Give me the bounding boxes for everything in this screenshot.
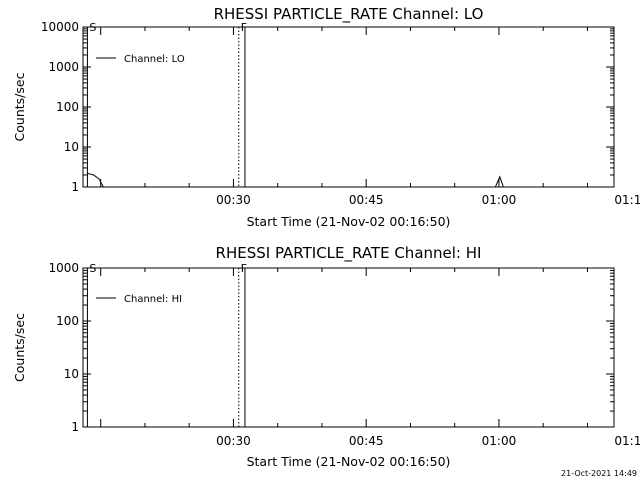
- y-tick-label: 1000: [48, 261, 79, 275]
- y-tick-label: 1: [71, 180, 79, 194]
- y-tick-label: 10: [64, 367, 79, 381]
- x-tick-label: 00:30: [216, 193, 251, 207]
- chart-panel-lo: RHESSI PARTICLE_RATE Channel: LO 1 10 100 10…: [12, 5, 640, 229]
- legend-label: Channel: HI: [124, 294, 182, 305]
- event-marker-label: S: [89, 21, 96, 34]
- x-axis-label: Start Time (21-Nov-02 00:16:50): [247, 214, 451, 229]
- series-line: [87, 172, 104, 187]
- x-tick-label: 01:00: [482, 193, 517, 207]
- event-marker-label: F: [241, 262, 247, 275]
- x-tick-label: 01:15: [614, 434, 640, 448]
- y-tick-label: 1000: [48, 60, 79, 74]
- event-marker-label: S: [89, 262, 96, 275]
- y-tick-label: 10000: [41, 20, 79, 34]
- chart-panel-hi: RHESSI PARTICLE_RATE Channel: HI 1 10 100 10…: [12, 244, 640, 469]
- y-tick-label: 100: [56, 100, 79, 114]
- y-tick-label: 100: [56, 314, 79, 328]
- event-marker-label: F: [241, 21, 247, 34]
- chart-title: RHESSI PARTICLE_RATE Channel: HI: [216, 244, 482, 263]
- y-tick-label: 1: [71, 420, 79, 434]
- timestamp: 21-Oct-2021 14:49: [561, 469, 637, 478]
- series-line: [494, 175, 504, 187]
- chart-title: RHESSI PARTICLE_RATE Channel: LO: [214, 5, 484, 24]
- x-tick-label: 01:15: [614, 193, 640, 207]
- y-axis-label: Counts/sec: [12, 72, 27, 141]
- x-tick-label: 00:30: [216, 434, 251, 448]
- x-tick-label: 00:45: [349, 193, 384, 207]
- y-tick-label: 10: [64, 140, 79, 154]
- legend-label: Channel: LO: [124, 54, 185, 65]
- plot-frame: [82, 267, 615, 428]
- x-axis-label: Start Time (21-Nov-02 00:16:50): [247, 454, 451, 469]
- y-axis-label: Counts/sec: [12, 313, 27, 382]
- x-tick-label: 00:45: [349, 434, 384, 448]
- x-tick-label: 01:00: [482, 434, 517, 448]
